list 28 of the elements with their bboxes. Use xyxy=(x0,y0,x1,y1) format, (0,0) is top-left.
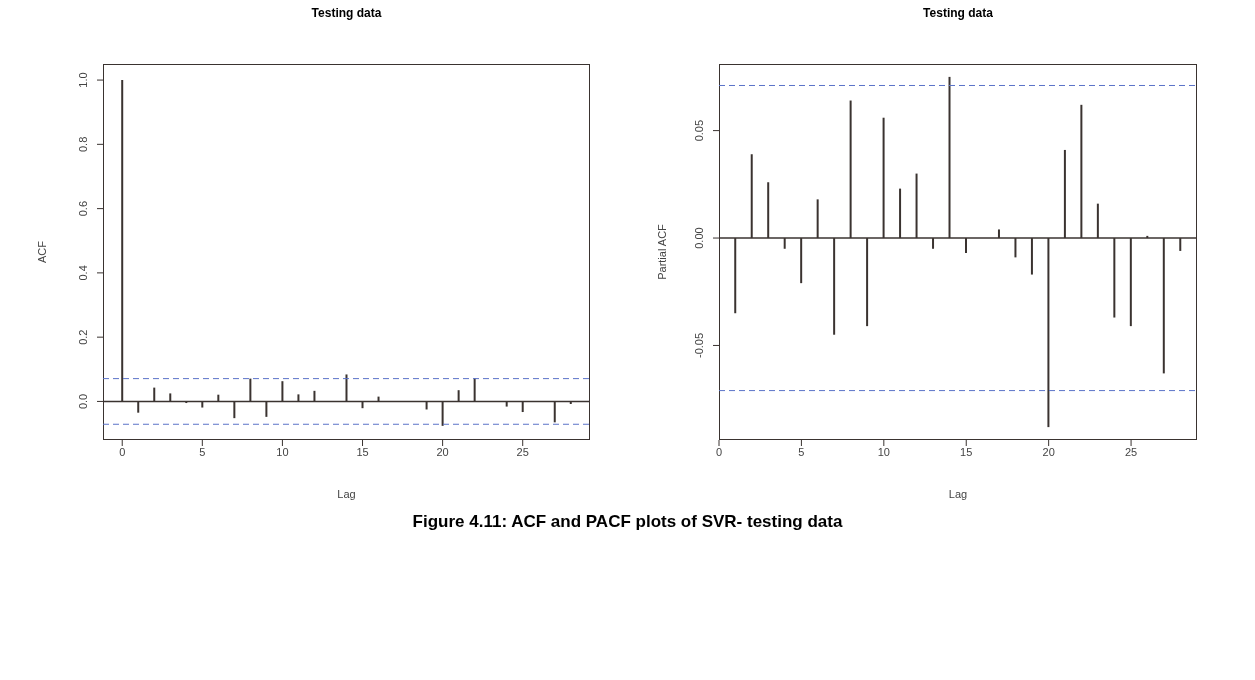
y-tick-label: -0.05 xyxy=(693,332,705,358)
y-tick-label: 0.4 xyxy=(77,265,89,281)
x-tick-label: 20 xyxy=(1042,445,1055,458)
x-tick-label: 0 xyxy=(715,445,723,458)
chart-title: Testing data xyxy=(310,6,383,20)
y-tick-label: 0.0 xyxy=(77,393,89,410)
x-tick-label: 20 xyxy=(436,445,449,458)
x-tick-label: 25 xyxy=(516,445,529,458)
x-tick-label: 10 xyxy=(276,445,289,458)
x-axis-title: Lag xyxy=(336,488,357,500)
y-tick-label: 0.8 xyxy=(77,136,89,152)
x-tick-label: 15 xyxy=(356,445,369,458)
y-tick-label: 0.6 xyxy=(77,200,89,217)
x-tick-label: 0 xyxy=(119,445,126,458)
y-axis-title: Partial ACF xyxy=(655,223,668,280)
y-tick-label: 0.2 xyxy=(77,329,89,345)
y-tick-label: 0.00 xyxy=(693,227,705,249)
x-tick-label: 15 xyxy=(960,445,973,458)
x-axis-title: Lag xyxy=(947,488,969,500)
y-tick-label: 1.0 xyxy=(77,72,89,88)
caption: Figure 4.11: ACF and PACF plots of SVR- testing data xyxy=(411,512,844,532)
x-tick-label: 25 xyxy=(1124,445,1138,458)
x-tick-label: 5 xyxy=(199,445,206,458)
y-axis-title: ACF xyxy=(35,240,48,263)
x-tick-label: 5 xyxy=(798,445,805,458)
y-tick-label: 0.05 xyxy=(693,119,705,142)
chart-title: Testing data xyxy=(922,6,994,20)
x-tick-label: 10 xyxy=(877,445,890,458)
